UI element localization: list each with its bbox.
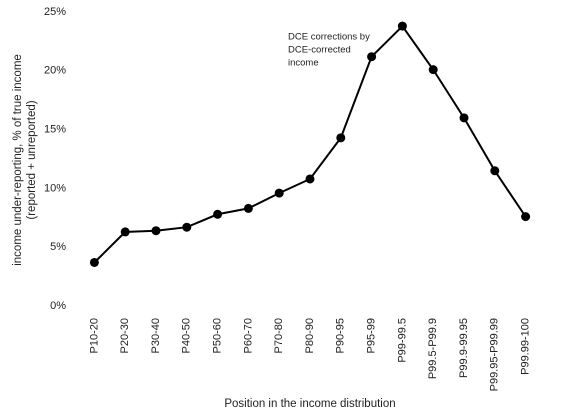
- marker: [182, 222, 192, 232]
- marker: [521, 212, 531, 222]
- marker: [274, 188, 284, 198]
- y-tick-label: 0%: [50, 300, 66, 312]
- annotation: DCE corrections by: [288, 32, 370, 43]
- x-tick-label: P40-50: [181, 318, 193, 353]
- y-axis-title: income under-reporting, % of true income: [12, 54, 24, 266]
- marker: [151, 226, 161, 236]
- x-tick-label: P99.95-P99.99: [489, 318, 501, 391]
- marker: [213, 209, 223, 219]
- x-tick-label: P70-80: [273, 318, 285, 353]
- x-axis-title: Position in the income distribution: [224, 398, 395, 410]
- y-axis-title: (reported + unreported): [26, 100, 38, 219]
- x-tick-label: P99.9-99.95: [458, 318, 470, 378]
- marker: [120, 227, 130, 237]
- annotation: income: [288, 58, 319, 69]
- x-tick-label: P90-95: [335, 318, 347, 353]
- marker: [459, 113, 469, 123]
- x-tick-label: P95-99: [366, 318, 378, 353]
- y-tick-label: 15%: [44, 124, 66, 136]
- marker: [305, 174, 315, 184]
- x-tick-label: P60-70: [242, 318, 254, 353]
- marker: [397, 21, 407, 31]
- y-tick-label: 5%: [50, 241, 66, 253]
- y-tick-label: 10%: [44, 182, 66, 194]
- marker: [490, 166, 500, 176]
- marker: [243, 203, 253, 213]
- x-tick-label: P50-60: [212, 318, 224, 353]
- marker: [428, 65, 438, 75]
- marker: [336, 133, 346, 143]
- y-tick-label: 25%: [44, 6, 66, 18]
- x-tick-label: P10-20: [88, 318, 100, 353]
- x-tick-label: P99.5-P99.9: [427, 318, 439, 379]
- marker: [89, 257, 99, 267]
- marker: [367, 52, 377, 62]
- x-tick-label: P99-99.5: [396, 318, 408, 363]
- y-tick-label: 20%: [44, 65, 66, 77]
- x-tick-label: P20-30: [119, 318, 131, 353]
- x-tick-label: P80-90: [304, 318, 316, 353]
- x-tick-label: P99.99-100: [520, 318, 532, 375]
- x-tick-label: P30-40: [150, 318, 162, 353]
- annotation: DCE-corrected: [288, 45, 351, 56]
